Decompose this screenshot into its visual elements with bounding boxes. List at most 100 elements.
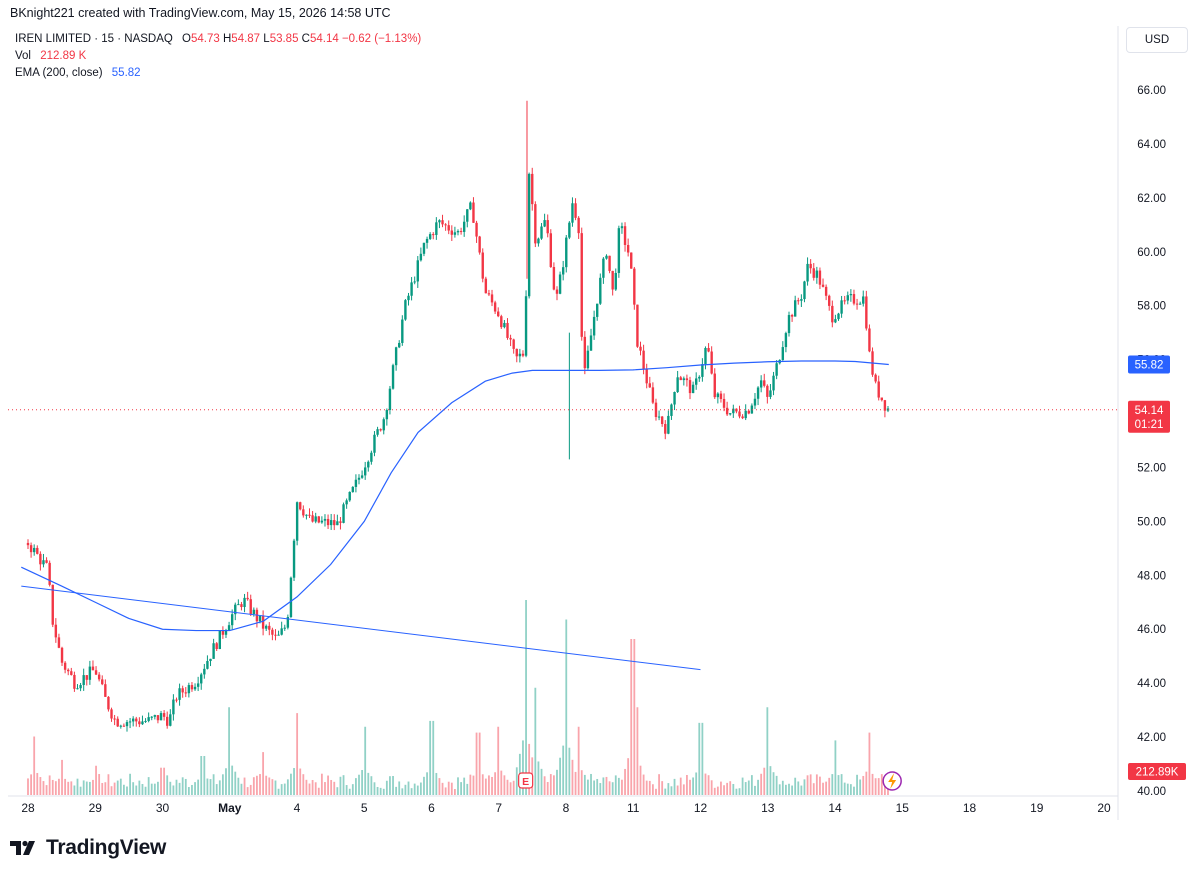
volume-bar [645,780,648,795]
x-axis-label: 4 [294,801,301,815]
candle-body [240,604,243,608]
candle-body [478,236,481,253]
candle-body [295,502,299,541]
volume-bar [296,713,299,795]
candle-body [790,315,794,317]
volume-bar [701,722,704,795]
candle-body [753,398,757,406]
price-legend-row[interactable]: IREN LIMITED · 15 · NASDAQ O54.73 H54.87… [15,31,421,48]
volume-bar [825,781,828,795]
volume-bar [119,778,122,795]
volume-bar [522,740,524,795]
volume-bar [395,786,398,795]
candle-body [725,407,729,415]
candle-body [475,222,478,237]
volume-bar [317,787,320,795]
x-axis-label: 6 [428,801,435,815]
candle-body [568,222,571,238]
candle-body [39,553,42,565]
volume-bar [583,774,586,795]
candle-body [249,599,252,615]
volume-bar [54,781,57,795]
volume-bar [27,778,29,795]
volume-bar [460,782,462,795]
x-axis-label: May [218,801,242,815]
volume-bar [794,777,797,795]
candle-body [141,721,144,725]
candle-body [336,521,339,526]
volume-bar [299,768,302,795]
volume-bar [849,784,852,795]
candle-body [227,625,231,631]
volume-bar [404,784,407,795]
volume-bar [64,778,67,795]
volume-bar [215,784,218,795]
candle-body [521,353,525,356]
volume-bar [441,782,444,795]
candle-body [561,267,565,275]
candle-body [459,231,463,233]
volume-bar [472,775,475,795]
volume-bar [686,774,688,795]
candle-body [886,408,890,411]
candle-body [398,342,401,348]
ema-legend-row[interactable]: EMA (200, close) 55.82 [15,65,421,82]
candle-body [196,683,200,687]
volume-bar [373,782,376,795]
candle-body [234,604,237,615]
candle-body [766,385,769,397]
volume-bar [259,774,261,795]
candle-body [518,353,522,357]
candle-body [828,295,831,306]
candle-body [580,233,583,337]
candle-body [497,311,500,317]
volume-bar [788,783,790,795]
candle-body [435,222,438,235]
currency-button[interactable]: USD [1126,27,1188,53]
candle-body [642,350,645,370]
volume-bar [682,784,685,795]
volume-bar [348,788,351,795]
volume-bar [308,783,311,795]
volume-bar [785,784,787,795]
volume-bar [271,779,274,795]
candle-body [113,718,116,720]
volume-bar [364,726,367,795]
x-axis-label: 14 [828,801,842,815]
candle-body [862,296,865,304]
volume-bar [339,776,342,795]
candle-body [682,378,686,381]
candle-body [57,637,61,648]
volume-bar [466,783,469,795]
volume-bar [720,781,722,795]
volume-legend-row[interactable]: Vol 212.89 K [15,48,421,65]
volume-bar [590,773,592,795]
volume-bar [614,775,617,795]
volume-bar [488,775,490,795]
candle-body [540,226,543,239]
candle-body [710,351,713,374]
volume-bar [846,783,849,795]
candle-body [110,709,113,719]
volume-bar [611,782,614,795]
candle-body [806,263,809,282]
candle-body [162,713,166,717]
volume-bar [392,775,394,795]
volume-bar [859,779,862,795]
ema-price-text: 55.82 [1135,359,1164,371]
candle-body [781,347,785,360]
volume-bar [617,777,620,795]
x-axis-label: 5 [361,801,368,815]
y-axis-label: 58.00 [1137,301,1166,313]
volume-bar [661,781,664,795]
candle-body [159,713,163,721]
candle-body [246,597,249,600]
open-value: 54.73 [191,33,220,45]
volume-bar [865,771,868,795]
trend-line [21,585,701,671]
volume-bar [160,767,162,795]
candle-body [184,692,187,694]
candle-body [611,270,614,290]
candle-body [292,540,296,578]
